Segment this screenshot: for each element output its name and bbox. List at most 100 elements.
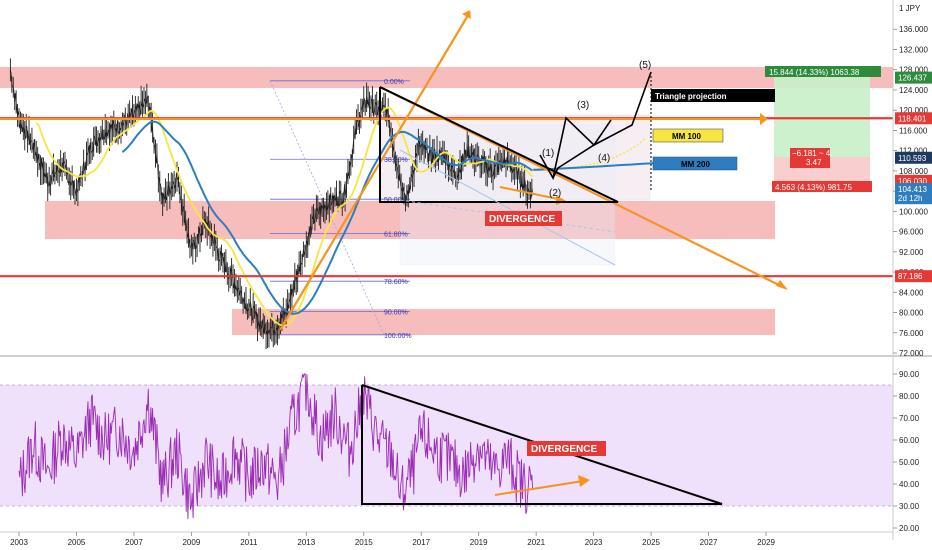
fib-level-label: 78.60% (384, 279, 408, 286)
divergence-arrow-price (499, 186, 564, 201)
price-badge-label: 118.401 (898, 114, 927, 123)
fib-level-label: 0.00% (384, 79, 404, 86)
position-loss-label-1: −6.181 ~ 4 (792, 149, 831, 158)
price-tick-label: 120.000 (899, 106, 928, 115)
time-tick-label: 2021 (527, 538, 545, 547)
rsi-tick-label: 70.00 (899, 414, 920, 423)
price-tick-label: 84.000 (899, 288, 924, 297)
time-tick-label: 2019 (470, 538, 488, 547)
price-badge-label: 104.413 (898, 185, 927, 194)
ma200-badge (652, 156, 738, 171)
time-tick-label: 2009 (182, 538, 200, 547)
price-badge-label: 2d 12h (898, 194, 922, 203)
fib-level-label: 50.00% (384, 197, 408, 204)
rsi-series (18, 373, 534, 520)
price-badge (895, 270, 932, 283)
position-profit-label: 15.844 (14.33%) 1063.38 (769, 68, 860, 77)
time-axis[interactable]: 2003 2005 2007 2009 2011 2013 2015 2017 2019 2021… (0, 531, 893, 547)
price-axis[interactable]: 136.000 132.000 128.000 124.000 120.000 116.0… (892, 0, 932, 540)
channel-line (399, 149, 616, 266)
rsi-panel[interactable]: DIVERGENCE (0, 373, 893, 520)
fib-level-label: 61.80% (384, 232, 408, 239)
price-tick-label: 132.000 (899, 45, 928, 54)
price-tick-label: 80.000 (899, 309, 924, 318)
position-profit-badge (765, 66, 881, 77)
rsi-tick-label: 60.00 (899, 436, 920, 445)
rsi-line (18, 373, 534, 520)
fib-level-label: 100.00% (384, 333, 412, 340)
time-tick-label: 2011 (240, 538, 258, 547)
triangle-projection-box (651, 89, 775, 102)
time-tick-label: 2005 (68, 538, 86, 547)
time-tick-label: 2003 (10, 538, 28, 547)
position-loss-label-2: 3.47 (806, 158, 822, 167)
price-tick-label: 128.000 (899, 66, 928, 75)
wave-4-label: (4) (598, 153, 610, 164)
price-badge (895, 192, 932, 205)
rsi-tick-label: 50.00 (899, 458, 920, 467)
divergence-badge-rsi (527, 441, 606, 456)
ma200-label: MM 200 (681, 160, 710, 169)
divergence-label-price: DIVERGENCE (489, 214, 555, 225)
wave-5-label: (5) (639, 60, 651, 71)
ma100-line (35, 106, 534, 327)
time-tick-label: 2015 (355, 538, 373, 547)
price-axis-ticks: 136.000 132.000 128.000 124.000 120.000 116.0… (893, 25, 928, 533)
price-badge-label: 87.186 (898, 272, 923, 281)
wave-2-label: (2) (549, 188, 561, 199)
position-loss-badge (790, 148, 830, 168)
triangle-projection-label: Triangle projection (655, 92, 727, 101)
time-axis-ticks: 2003 2005 2007 2009 2011 2013 2015 2017 2019 2021… (10, 532, 775, 547)
fib-level-label: 90.00% (384, 310, 408, 317)
time-tick-label: 2027 (700, 538, 718, 547)
position-stop-label: 4.563 (4.13%) 981.75 (775, 183, 852, 192)
fib-level-label: 38.20% (384, 157, 408, 164)
price-tick-label: 100.000 (899, 207, 928, 216)
currency-label: 1 JPY (899, 4, 921, 13)
time-tick-label: 2017 (412, 538, 430, 547)
resistance-band-top (0, 67, 893, 88)
price-tick-label: 76.000 (899, 329, 924, 338)
price-badge-label: 110.593 (898, 154, 927, 163)
time-tick-label: 2007 (125, 538, 143, 547)
ma100-label: MM 100 (672, 132, 701, 141)
position-profit-zone (774, 67, 870, 157)
price-badge (895, 183, 932, 196)
rsi-tick-label: 80.00 (899, 392, 920, 401)
ma100-badge (652, 128, 724, 143)
divergence-label-rsi: DIVERGENCE (531, 444, 597, 455)
price-tick-label: 116.000 (899, 126, 928, 135)
price-tick-label: 112.000 (899, 147, 928, 156)
wave-3-label: (3) (577, 100, 589, 111)
time-tick-label: 2025 (642, 538, 660, 547)
arrow-icon-rsi (578, 475, 590, 487)
price-tick-label: 72.000 (899, 349, 924, 358)
price-tick-label: 96.000 (899, 228, 924, 237)
price-badge-label: 106.030 (898, 177, 927, 186)
price-tick-label: 108.000 (899, 167, 928, 176)
price-badge (895, 112, 932, 125)
rsi-tick-label: 90.00 (899, 370, 920, 379)
rsi-tick-label: 30.00 (899, 502, 920, 511)
time-tick-label: 2029 (757, 538, 775, 547)
arrow-up-icon (462, 10, 471, 19)
divergence-arrow-rsi (494, 480, 584, 496)
price-tick-label: 124.000 (899, 86, 928, 95)
support-band-bottom (232, 309, 775, 335)
price-tick-label: 92.000 (899, 248, 924, 257)
arrow-down-icon (776, 280, 788, 290)
price-panel[interactable]: 0.00% 38.20% 50.00% 61.80% 78.60% 90.00% 100.0… (0, 10, 893, 350)
position-stop-badge (772, 181, 872, 192)
price-line (10, 69, 533, 336)
rsi-tick-label: 20.00 (899, 524, 920, 533)
uptrend-arrow-line (279, 11, 471, 331)
triangle-pattern (379, 86, 619, 203)
wave-projection-start (539, 116, 612, 181)
ma200-line (121, 120, 534, 315)
wave-1-label: (1) (542, 148, 554, 159)
time-tick-label: 2013 (297, 538, 315, 547)
rsi-tick-label: 40.00 (899, 480, 920, 489)
price-tick-label: 136.000 (899, 25, 928, 34)
